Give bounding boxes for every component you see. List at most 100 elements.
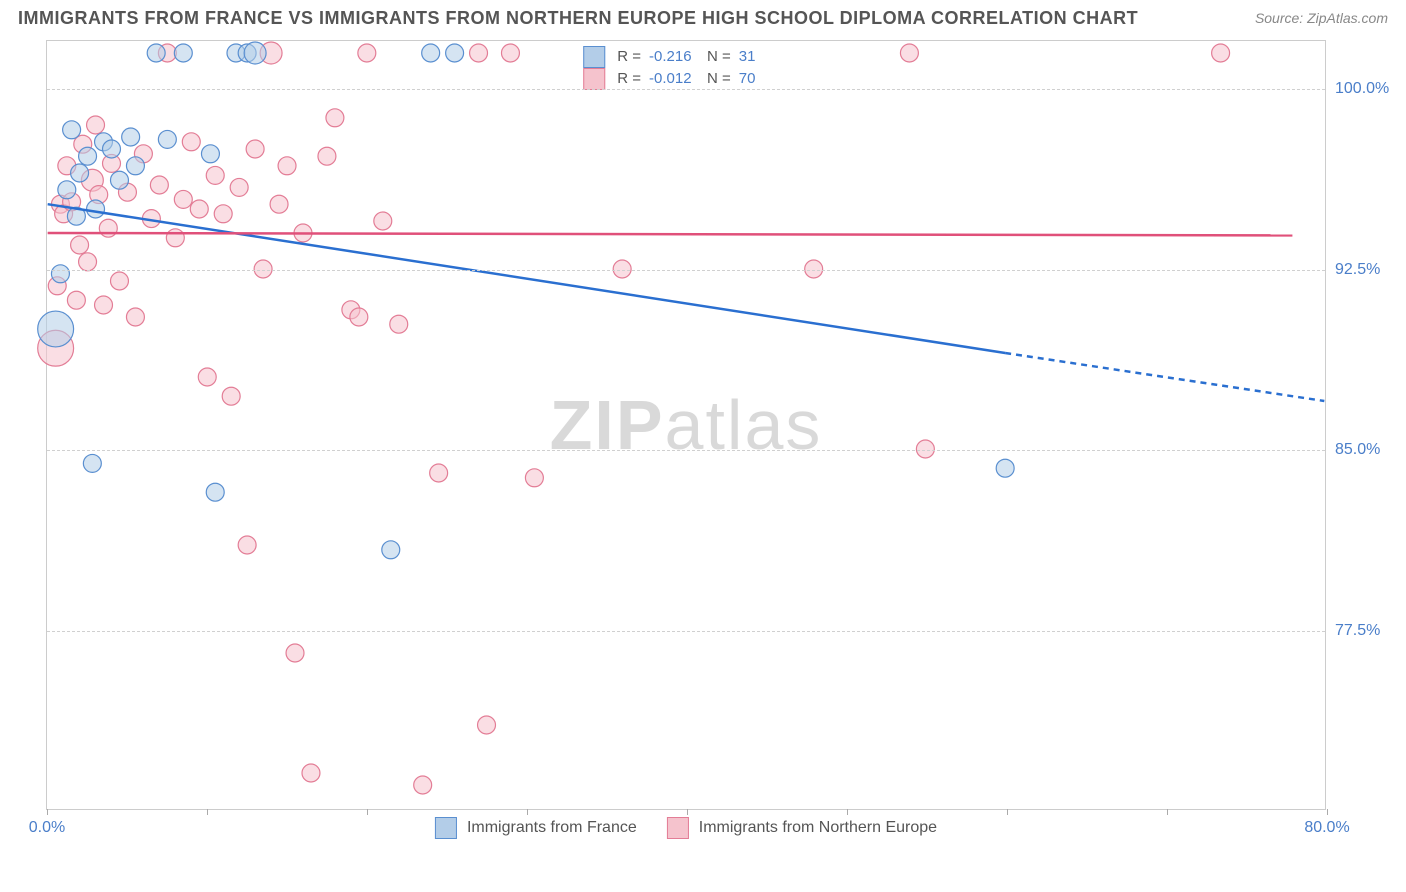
trend-line	[48, 204, 1006, 353]
data-point	[374, 212, 392, 230]
data-point	[286, 644, 304, 662]
n-label: N =	[707, 46, 731, 68]
x-tick-mark	[1167, 809, 1168, 815]
data-point	[916, 440, 934, 458]
x-tick-mark	[47, 809, 48, 815]
n-value-neurope: 70	[739, 68, 789, 90]
data-point	[278, 157, 296, 175]
data-point	[422, 44, 440, 62]
data-point	[87, 116, 105, 134]
gridline	[47, 89, 1325, 90]
x-tick-mark	[527, 809, 528, 815]
data-point	[126, 157, 144, 175]
data-point	[71, 164, 89, 182]
data-point	[110, 272, 128, 290]
y-tick-label: 92.5%	[1335, 261, 1395, 279]
x-tick-mark	[367, 809, 368, 815]
data-point	[79, 253, 97, 271]
x-tick-mark	[207, 809, 208, 815]
data-point	[87, 200, 105, 218]
gridline	[47, 270, 1325, 271]
data-point	[244, 42, 266, 64]
chart-title: IMMIGRANTS FROM FRANCE VS IMMIGRANTS FRO…	[18, 8, 1138, 29]
r-label: R =	[617, 68, 641, 90]
x-tick-mark	[1327, 809, 1328, 815]
data-point	[206, 166, 224, 184]
data-point	[51, 265, 69, 283]
x-tick-label: 0.0%	[29, 819, 65, 837]
data-point	[302, 764, 320, 782]
legend-label-neurope: Immigrants from Northern Europe	[699, 819, 937, 837]
data-point	[166, 229, 184, 247]
data-point	[270, 195, 288, 213]
data-point	[158, 130, 176, 148]
legend-label-france: Immigrants from France	[467, 819, 637, 837]
data-point	[71, 236, 89, 254]
data-point	[525, 469, 543, 487]
data-point	[222, 387, 240, 405]
data-point	[103, 140, 121, 158]
data-point	[67, 291, 85, 309]
data-point	[58, 181, 76, 199]
data-point	[390, 315, 408, 333]
data-point	[996, 459, 1014, 477]
data-point	[126, 308, 144, 326]
data-point	[1212, 44, 1230, 62]
data-point	[174, 44, 192, 62]
y-tick-label: 77.5%	[1335, 622, 1395, 640]
data-point	[350, 308, 368, 326]
n-label: N =	[707, 68, 731, 90]
correlation-legend: R = -0.216 N = 31 R = -0.012 N = 70	[576, 43, 796, 93]
trend-line	[48, 233, 1293, 235]
gridline	[47, 631, 1325, 632]
data-point	[230, 178, 248, 196]
data-point	[900, 44, 918, 62]
legend-swatch-france	[583, 46, 605, 68]
r-value-neurope: -0.012	[649, 68, 699, 90]
gridline	[47, 450, 1325, 451]
legend-swatch-neurope	[583, 68, 605, 90]
data-point	[246, 140, 264, 158]
data-point	[147, 44, 165, 62]
data-point	[238, 536, 256, 554]
x-tick-mark	[687, 809, 688, 815]
data-point	[206, 483, 224, 501]
data-point	[99, 219, 117, 237]
data-point	[358, 44, 376, 62]
data-point	[326, 109, 344, 127]
r-value-france: -0.216	[649, 46, 699, 68]
trend-line-extrapolated	[1005, 353, 1324, 401]
data-point	[478, 716, 496, 734]
x-tick-mark	[847, 809, 848, 815]
data-point	[95, 296, 113, 314]
data-point	[470, 44, 488, 62]
data-point	[201, 145, 219, 163]
legend-swatch-neurope-bottom	[667, 817, 689, 839]
legend-item-neurope: Immigrants from Northern Europe	[667, 817, 937, 839]
data-point	[182, 133, 200, 151]
source-label: Source: ZipAtlas.com	[1255, 10, 1388, 26]
series-legend: Immigrants from France Immigrants from N…	[435, 817, 937, 839]
scatter-plot-svg	[47, 41, 1325, 809]
data-point	[63, 121, 81, 139]
y-tick-label: 85.0%	[1335, 441, 1395, 459]
data-point	[190, 200, 208, 218]
x-tick-label: 80.0%	[1304, 819, 1349, 837]
data-point	[83, 454, 101, 472]
r-label: R =	[617, 46, 641, 68]
data-point	[414, 776, 432, 794]
data-point	[430, 464, 448, 482]
n-value-france: 31	[739, 46, 789, 68]
data-point	[501, 44, 519, 62]
data-point	[198, 368, 216, 386]
data-point	[446, 44, 464, 62]
data-point	[38, 311, 74, 347]
data-point	[122, 128, 140, 146]
x-tick-mark	[1007, 809, 1008, 815]
legend-row-neurope: R = -0.012 N = 70	[583, 68, 789, 90]
data-point	[79, 147, 97, 165]
data-point	[174, 190, 192, 208]
data-point	[150, 176, 168, 194]
legend-item-france: Immigrants from France	[435, 817, 637, 839]
data-point	[382, 541, 400, 559]
